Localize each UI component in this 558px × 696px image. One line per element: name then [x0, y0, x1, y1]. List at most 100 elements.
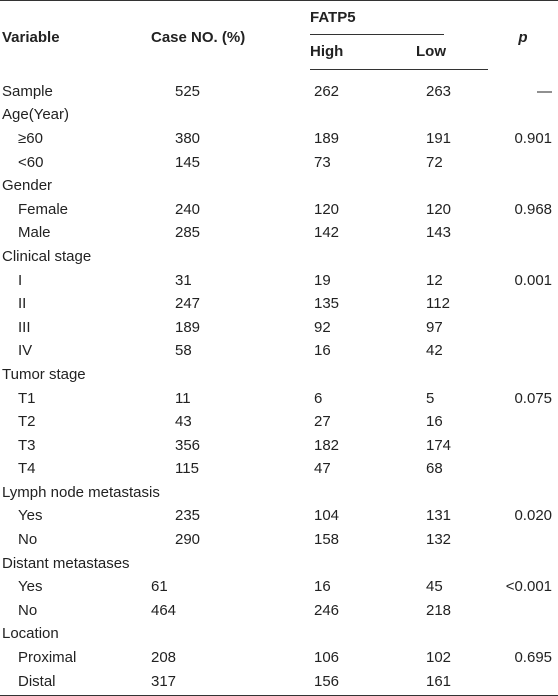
row-case-count: 61 — [151, 578, 168, 596]
row-label: T4 — [18, 460, 36, 478]
row-low-count: 102 — [426, 649, 452, 667]
row-low-count: 68 — [426, 460, 443, 478]
row-p-value: 0.075 — [514, 389, 553, 407]
row-p-value — [488, 528, 558, 552]
row-high-count — [310, 552, 408, 576]
table-row: Gender — [0, 174, 558, 198]
table-row: IV 58 16 42 — [0, 340, 558, 364]
row-case-count: 31 — [175, 271, 192, 289]
header-p-value: p — [488, 0, 558, 70]
table-row: Female 240 120 120 0.968 — [0, 198, 558, 222]
row-p-value — [488, 151, 558, 175]
row-p-value — [488, 363, 558, 387]
row-case-count: 43 — [175, 413, 192, 431]
row-low-count — [408, 174, 488, 198]
table-row: III 189 92 97 — [0, 316, 558, 340]
row-p-value: 0.695 — [514, 649, 553, 667]
header-row-2: High Low — [0, 35, 558, 70]
row-p-value — [488, 669, 558, 696]
row-p-value — [488, 599, 558, 623]
row-low-count: 12 — [426, 271, 443, 289]
table-row: Male 285 142 143 — [0, 222, 558, 246]
row-case-count — [148, 363, 310, 387]
row-label: Clinical stage — [2, 247, 92, 265]
row-low-count: 42 — [426, 342, 443, 360]
row-high-count: 246 — [314, 601, 340, 619]
row-low-count: 191 — [426, 129, 452, 147]
row-p-value — [488, 292, 558, 316]
row-high-count: 47 — [314, 460, 331, 478]
row-label: Tumor stage — [2, 365, 86, 383]
row-low-count — [408, 245, 488, 269]
header-fatp5-group: FATP5 — [310, 0, 489, 35]
row-label: Yes — [18, 507, 43, 525]
row-case-count: 11 — [175, 389, 191, 407]
row-case-count — [148, 552, 310, 576]
table-row: T2 43 27 16 — [0, 410, 558, 434]
row-high-count: 16 — [314, 342, 331, 360]
row-high-count: 189 — [314, 129, 340, 147]
row-low-count: 97 — [426, 318, 443, 336]
row-case-count: 247 — [175, 295, 201, 313]
row-p-value — [488, 222, 558, 246]
row-p-value — [488, 623, 558, 647]
row-high-count: 158 — [314, 531, 340, 549]
row-label: T1 — [18, 389, 36, 407]
row-case-count: 115 — [175, 460, 199, 478]
table-row: Distal 317 156 161 — [0, 669, 558, 696]
row-p-value: <0.001 — [505, 578, 553, 596]
row-p-value — [488, 481, 558, 505]
row-label: Location — [2, 625, 59, 643]
row-high-count — [310, 363, 408, 387]
table-row: Yes 61 16 45 <0.001 — [0, 575, 558, 599]
row-high-count: 27 — [314, 413, 331, 431]
table-row: Location — [0, 623, 558, 647]
row-low-count: 218 — [426, 601, 452, 619]
header-variable: Variable — [0, 0, 148, 70]
header-fatp5-label: FATP5 — [310, 9, 356, 26]
row-case-count: 285 — [175, 224, 201, 242]
row-label: No — [18, 531, 38, 549]
row-case-count — [148, 174, 310, 198]
row-case-count: 525 — [175, 82, 201, 100]
row-high-count: 142 — [314, 224, 340, 242]
table-row: Tumor stage — [0, 363, 558, 387]
row-low-count: 112 — [426, 295, 450, 313]
header-high: High — [310, 35, 408, 70]
row-p-value — [488, 340, 558, 364]
row-high-count: 106 — [314, 649, 340, 667]
row-case-count: 464 — [151, 601, 177, 619]
row-low-count — [408, 552, 488, 576]
row-label: Proximal — [18, 649, 77, 667]
row-low-count: 174 — [426, 436, 452, 454]
row-case-count — [148, 481, 310, 505]
row-label: II — [18, 295, 27, 313]
row-low-count: 72 — [426, 153, 443, 171]
table-row: Distant metastases — [0, 552, 558, 576]
row-low-count: 132 — [426, 531, 452, 549]
row-case-count: 317 — [148, 669, 310, 696]
header-case-no: Case NO. (%) — [148, 0, 310, 70]
row-low-count: 161 — [408, 669, 489, 696]
row-p-value: 0.001 — [514, 271, 553, 289]
header-low: Low — [408, 35, 489, 70]
table-row: Proximal 208 106 102 0.695 — [0, 646, 558, 670]
row-high-count — [310, 245, 408, 269]
row-low-count: 263 — [426, 82, 452, 100]
table-row: Clinical stage — [0, 245, 558, 269]
table-row: T4 115 47 68 — [0, 458, 558, 482]
row-case-count: 235 — [175, 507, 201, 525]
table-row: I 31 19 12 0.001 — [0, 269, 558, 293]
row-high-count: 182 — [314, 436, 340, 454]
row-p-value — [488, 458, 558, 482]
row-case-count: 290 — [175, 531, 201, 549]
row-low-count: 143 — [426, 224, 452, 242]
row-p-value: 0.968 — [514, 200, 553, 218]
row-low-count: 5 — [426, 389, 435, 407]
row-case-count: 380 — [175, 129, 201, 147]
row-label: I — [18, 271, 23, 289]
row-label: III — [18, 318, 31, 336]
row-high-count: 135 — [314, 295, 340, 313]
row-case-count: 189 — [175, 318, 201, 336]
row-low-count: 45 — [426, 578, 443, 596]
